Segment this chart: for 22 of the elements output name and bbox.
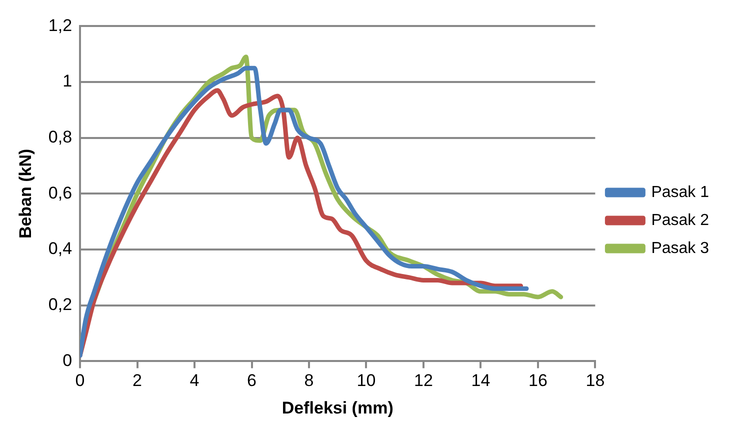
legend-label: Pasak 1 xyxy=(651,184,710,201)
y-tick-label: 1,2 xyxy=(48,16,72,35)
x-tick-label: 8 xyxy=(304,371,314,390)
y-tick-label: 0,4 xyxy=(48,239,72,258)
x-tick-label: 14 xyxy=(471,371,490,390)
y-tick-label: 0 xyxy=(62,350,72,370)
x-tick-label: 4 xyxy=(190,371,200,390)
x-tick-label: 18 xyxy=(586,371,605,390)
x-tick-label: 16 xyxy=(528,371,548,390)
x-tick-label: 2 xyxy=(132,371,142,390)
x-tick-label: 6 xyxy=(247,371,256,390)
legend-label: Pasak 2 xyxy=(651,212,710,229)
y-tick-label: 0,6 xyxy=(48,183,72,202)
y-tick-label: 0,8 xyxy=(48,128,72,147)
y-axis-title: Beban (kN) xyxy=(16,148,35,239)
y-tick-label: 1 xyxy=(62,72,72,91)
x-tick-label: 0 xyxy=(75,371,85,390)
y-tick-label: 0,2 xyxy=(48,295,72,314)
legend-label: Pasak 3 xyxy=(651,240,710,257)
x-tick-label: 12 xyxy=(414,371,433,390)
x-axis-title: Defleksi (mm) xyxy=(282,398,394,418)
x-tick-label: 10 xyxy=(356,371,376,390)
